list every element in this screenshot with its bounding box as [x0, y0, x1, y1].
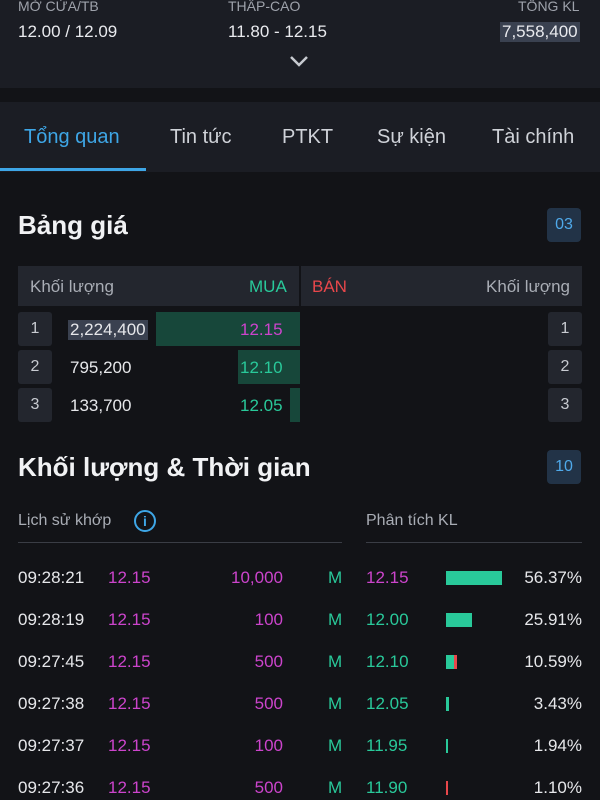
buy-volume-header: Khối lượng: [30, 277, 114, 296]
order-book-badge[interactable]: 03: [547, 208, 581, 242]
info-icon[interactable]: i: [134, 510, 156, 532]
bid-volume: 795,200: [70, 358, 132, 377]
order-book-row[interactable]: 3 133,700 12.05 3: [18, 388, 582, 422]
trade-side: M: [328, 694, 343, 713]
trade-time: 09:27:45: [18, 652, 85, 671]
analysis-percent: 3.43%: [533, 694, 582, 713]
history-divider: [18, 542, 342, 543]
chevron-down-icon[interactable]: [288, 54, 310, 68]
bid-price: 12.05: [240, 396, 283, 415]
analysis-percent: 10.59%: [524, 652, 582, 671]
time-sales-title: Khối lượng & Thời gian: [18, 452, 311, 482]
tab-news[interactable]: Tin tức: [170, 126, 232, 148]
tab-bar: Tổng quan Tin tức PTKT Sự kiện Tài chính: [0, 102, 600, 172]
row-index: 3: [18, 388, 52, 422]
volume-analysis-label: Phân tích KL: [366, 512, 458, 529]
analysis-price: 12.00: [366, 610, 409, 629]
tab-events[interactable]: Sự kiện: [377, 126, 446, 148]
trade-time: 09:27:38: [18, 694, 85, 713]
analysis-bar: [446, 655, 457, 669]
trade-volume: 500: [254, 778, 283, 797]
buy-depth-bar: [290, 388, 300, 422]
order-book-row[interactable]: 1 2,224,400 12.15 1: [18, 312, 582, 346]
tab-financials[interactable]: Tài chính: [492, 126, 575, 148]
bid-volume: 2,224,400: [68, 320, 148, 340]
trade-side: M: [328, 568, 343, 587]
order-book-row[interactable]: 2 795,200 12.10 2: [18, 350, 582, 384]
trade-volume: 10,000: [231, 568, 283, 587]
analysis-price: 11.95: [366, 736, 408, 755]
trade-time: 09:27:36: [18, 778, 85, 797]
match-history-label: Lịch sử khớp: [18, 512, 112, 529]
trade-price: 12.15: [108, 652, 151, 671]
open-avg-value: 12.00 / 12.09: [18, 22, 118, 41]
quote-summary: MỞ CỬA/TB 12.00 / 12.09 THẤP-CAO 11.80 -…: [0, 0, 600, 88]
analysis-bar: [446, 739, 448, 753]
analysis-bar: [446, 571, 502, 585]
analysis-bar: [446, 613, 472, 627]
analysis-price: 12.10: [366, 652, 409, 671]
analysis-percent: 1.94%: [533, 736, 582, 755]
sell-row-index: 3: [548, 388, 582, 422]
trade-time: 09:28:19: [18, 610, 85, 629]
analysis-price: 11.90: [366, 778, 408, 797]
sell-volume-header: Khối lượng: [486, 277, 570, 296]
trade-price: 12.15: [108, 568, 151, 587]
row-index: 2: [18, 350, 52, 384]
buy-header: MUA: [249, 277, 287, 296]
analysis-bar-buy: [446, 739, 448, 753]
bid-price: 12.10: [240, 358, 283, 377]
total-volume-label: TỔNG KL: [518, 0, 580, 14]
trade-price: 12.15: [108, 694, 151, 713]
analysis-price: 12.05: [366, 694, 409, 713]
trade-volume: 500: [254, 694, 283, 713]
analysis-percent: 56.37%: [524, 568, 582, 587]
trade-side: M: [328, 652, 343, 671]
analysis-percent: 25.91%: [524, 610, 582, 629]
trade-side: M: [328, 736, 343, 755]
trade-side: M: [328, 778, 343, 797]
total-volume-value: 7,558,400: [500, 22, 580, 42]
analysis-price: 12.15: [366, 568, 409, 587]
low-high-value: 11.80 - 12.15: [228, 22, 327, 41]
analysis-bar-buy: [446, 613, 472, 627]
analysis-percent: 1.10%: [533, 778, 582, 797]
analysis-bar-buy: [446, 571, 502, 585]
analysis-bar: [446, 697, 449, 711]
buy-depth-bar: [156, 312, 300, 346]
trade-side: M: [328, 610, 343, 629]
tab-technical[interactable]: PTKT: [282, 126, 334, 148]
bid-price: 12.15: [240, 320, 283, 339]
trade-time: 09:28:21: [18, 568, 85, 587]
sell-row-index: 1: [548, 312, 582, 346]
time-sales-badge[interactable]: 10: [547, 450, 581, 484]
order-book-title: Bảng giá: [18, 210, 128, 240]
trade-volume: 100: [254, 736, 283, 755]
trade-volume: 100: [254, 610, 283, 629]
low-high-label: THẤP-CAO: [228, 0, 301, 14]
tab-overview[interactable]: Tổng quan: [24, 126, 120, 148]
trade-price: 12.15: [108, 778, 151, 797]
active-tab-indicator: [0, 168, 146, 171]
analysis-bar: [446, 781, 448, 795]
analysis-bar-buy: [446, 655, 454, 669]
sell-row-index: 2: [548, 350, 582, 384]
open-avg-label: MỞ CỬA/TB: [18, 0, 99, 14]
analysis-divider: [366, 542, 582, 543]
trade-volume: 500: [254, 652, 283, 671]
trade-price: 12.15: [108, 736, 151, 755]
buy-depth-bar: [238, 350, 300, 384]
order-book-divider: [299, 266, 301, 306]
row-index: 1: [18, 312, 52, 346]
analysis-bar-buy: [446, 697, 449, 711]
trade-price: 12.15: [108, 610, 151, 629]
bid-volume: 133,700: [70, 396, 132, 415]
sell-header: BÁN: [312, 277, 347, 296]
trade-time: 09:27:37: [18, 736, 85, 755]
